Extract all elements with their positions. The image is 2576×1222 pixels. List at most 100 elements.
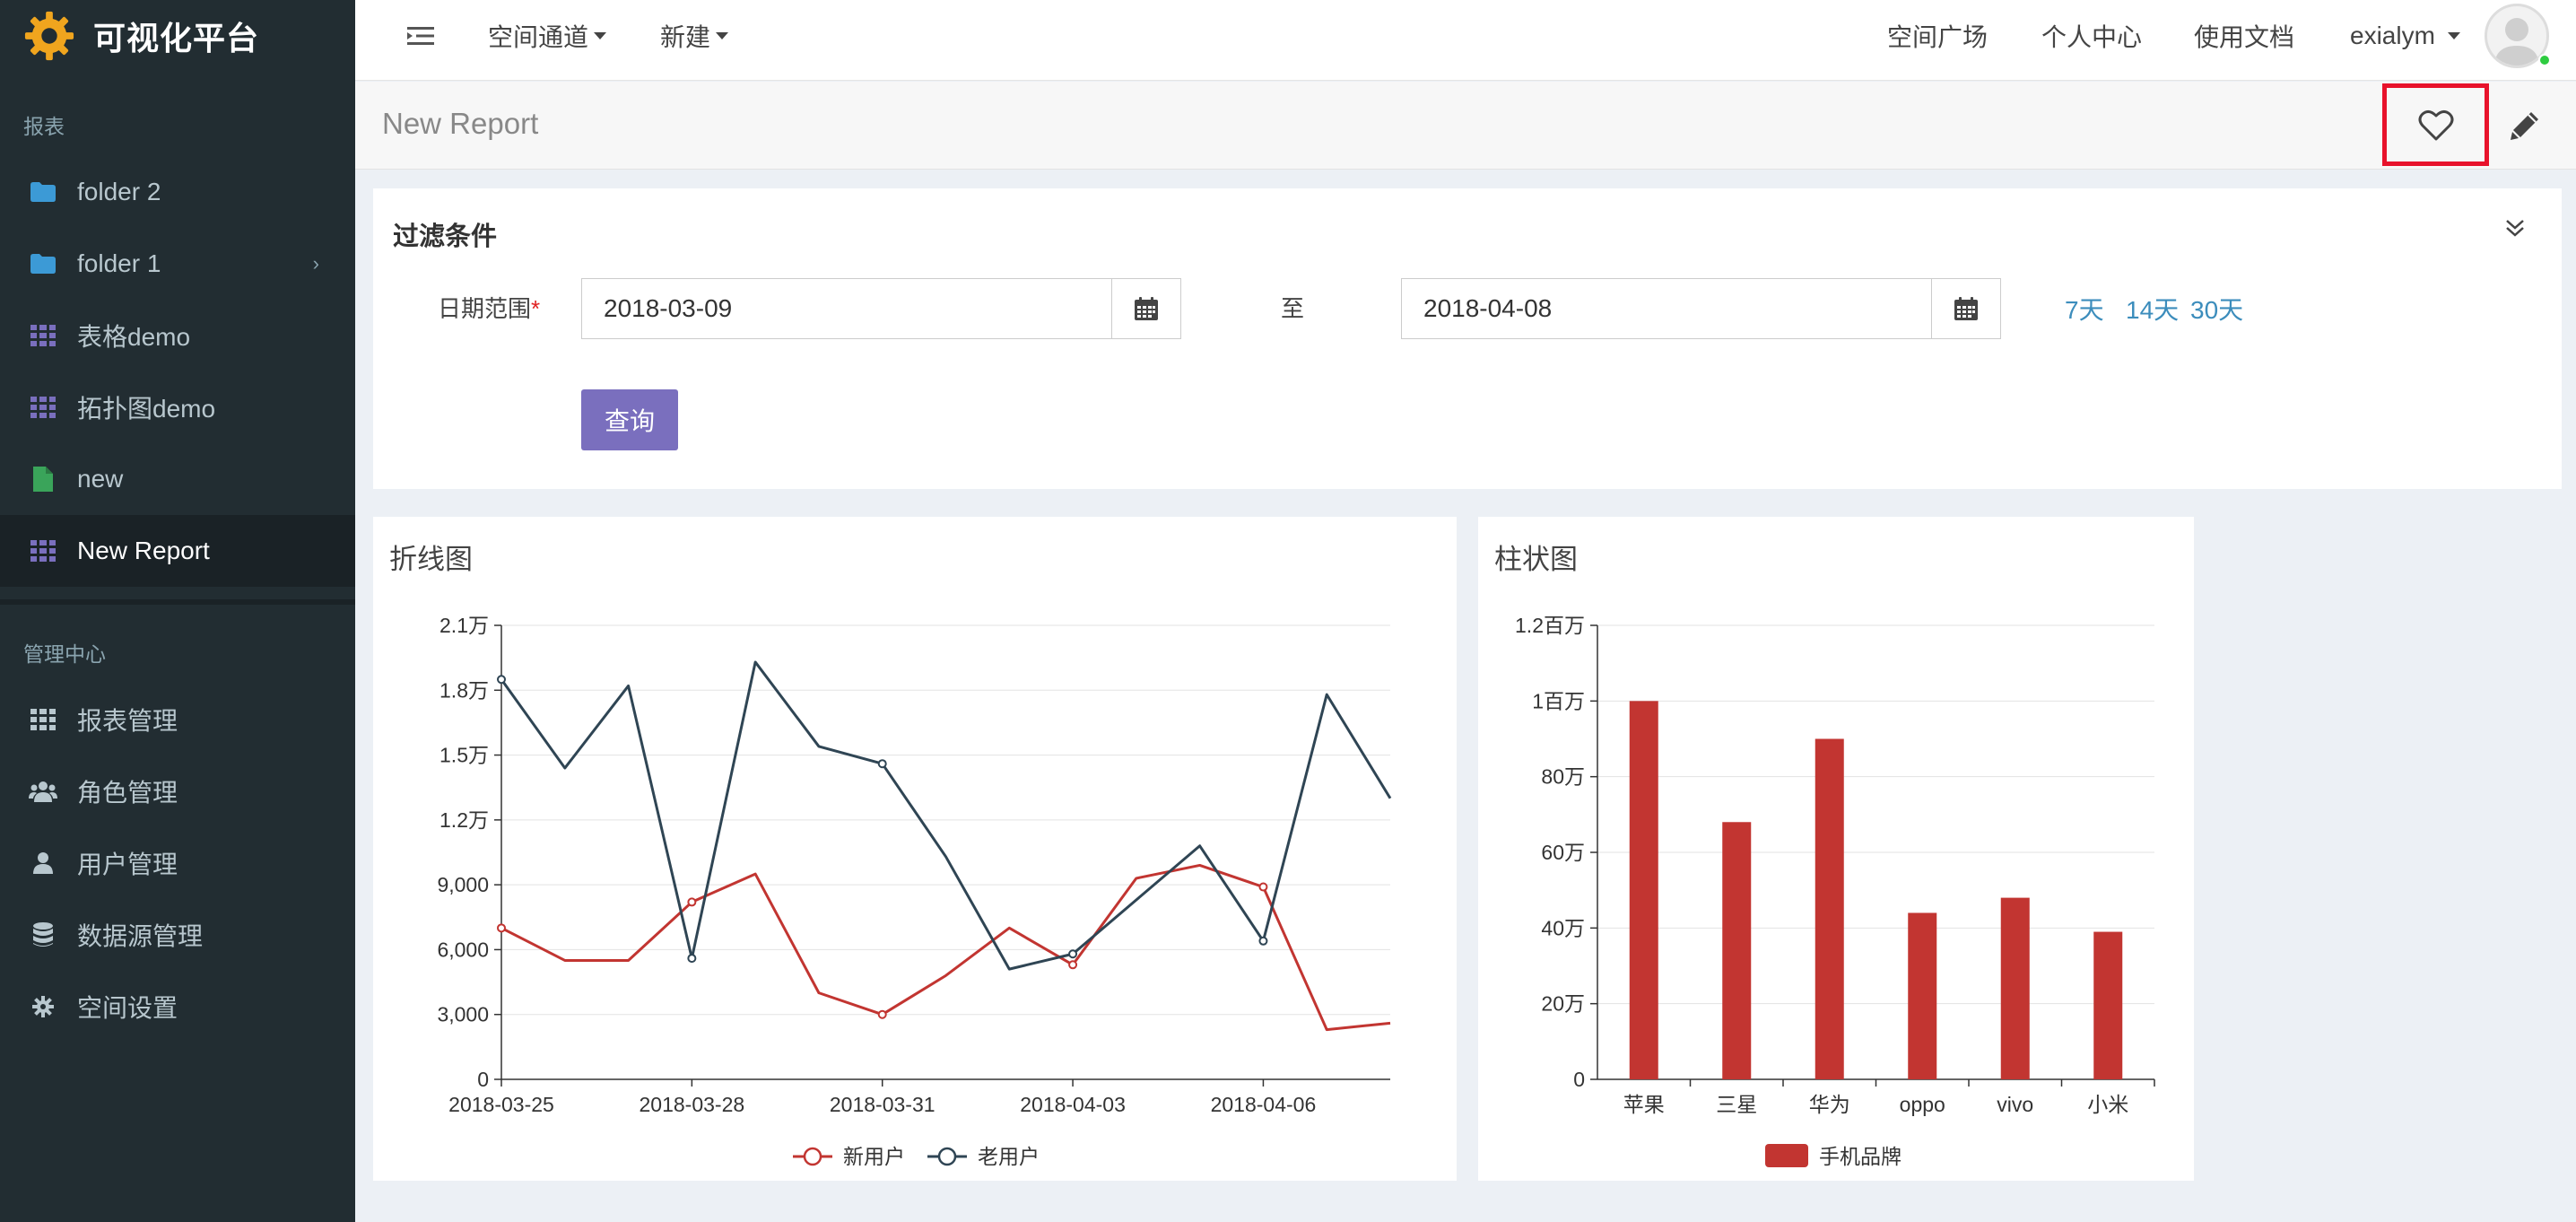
data-point: [877, 759, 887, 769]
grid-icon: [25, 709, 61, 730]
grid-icon: [25, 397, 61, 418]
y-tick-label: 1百万: [1532, 689, 1585, 712]
sidebar-item-topology-demo[interactable]: 拓扑图demo: [0, 371, 355, 443]
end-date-input[interactable]: 2018-04-08: [1401, 278, 1932, 339]
bar: [1722, 822, 1752, 1079]
filter-title: 过滤条件: [393, 223, 498, 251]
bar: [1815, 738, 1844, 1079]
bar-chart-panel: 柱状图 0 20万 40万 60万 80万 1百万 1.2百万 苹果 三星 华为 oppo vivo 小…: [1478, 517, 2194, 1181]
sidebar-item-folder-1[interactable]: folder 1 ›: [0, 228, 355, 300]
x-tick-label: 2018-03-25: [448, 1093, 554, 1116]
avatar[interactable]: [2485, 4, 2549, 68]
y-tick-label: 40万: [1541, 916, 1585, 939]
section-admin: 管理中心: [23, 642, 106, 666]
caret-down-icon: [2447, 32, 2460, 39]
quick-14-days-link[interactable]: 14天: [2126, 296, 2180, 324]
quick-30-days-link[interactable]: 30天: [2190, 296, 2244, 324]
nav-personal-center[interactable]: 个人中心: [2041, 23, 2143, 51]
double-chevron-down-icon: [2506, 220, 2524, 237]
menu-toggle-icon: [407, 27, 434, 45]
end-date-calendar-button[interactable]: [1931, 278, 2001, 339]
line-chart-panel: 折线图 0 3,000 6,000 9,000 1.2万 1.5万 1.8万 2.1万 2018…: [373, 517, 1457, 1181]
y-tick-label: 0: [477, 1068, 489, 1091]
data-point: [687, 954, 697, 964]
sidebar-item-label: New Report: [77, 537, 210, 564]
nav-space-square[interactable]: 空间广场: [1887, 23, 1989, 51]
start-date-calendar-button[interactable]: [1111, 278, 1181, 339]
sidebar-item-user-management[interactable]: 用户管理: [0, 827, 355, 899]
data-point: [497, 923, 506, 933]
quick-7-days-link[interactable]: 7天: [2065, 296, 2104, 324]
edit-button[interactable]: [2502, 99, 2547, 153]
sidebar-item-new-report[interactable]: New Report: [0, 515, 355, 587]
x-tick-label: 2018-03-31: [830, 1093, 936, 1116]
sidebar: 可视化平台 报表 folder 2 folder 1 › 表格demo 拓扑图d…: [0, 0, 355, 1222]
x-tick-label: 2018-04-03: [1020, 1093, 1126, 1116]
y-tick-label: 1.8万: [439, 678, 489, 702]
data-point: [877, 1009, 887, 1019]
user-menu[interactable]: exialym: [2350, 0, 2460, 72]
user-icon: [25, 852, 61, 874]
x-tick-label: 2018-04-06: [1211, 1093, 1317, 1116]
page-header-bar: New Report: [355, 82, 2576, 170]
favorite-button[interactable]: [2382, 83, 2489, 166]
online-status-dot: [2538, 54, 2551, 66]
y-tick-label: 1.2万: [439, 808, 489, 832]
to-label: 至: [1281, 295, 1305, 322]
page-title: New Report: [382, 107, 539, 140]
app-logo[interactable]: 可视化平台: [0, 0, 355, 72]
sidebar-item-space-settings[interactable]: 空间设置: [0, 971, 355, 1043]
sidebar-item-new[interactable]: new: [0, 443, 355, 515]
x-tick-label: vivo: [1997, 1093, 2033, 1116]
sidebar-item-datasource-management[interactable]: 数据源管理: [0, 899, 355, 971]
start-date-input[interactable]: 2018-03-09: [581, 278, 1112, 339]
x-tick-label: oppo: [1900, 1093, 1945, 1116]
sidebar-item-folder-2[interactable]: folder 2: [0, 156, 355, 228]
new-dropdown[interactable]: 新建: [660, 0, 729, 72]
y-tick-label: 60万: [1541, 841, 1585, 864]
data-point: [1258, 882, 1268, 892]
x-tick-label: 小米: [2087, 1093, 2128, 1116]
sidebar-item-label: 报表管理: [77, 707, 178, 735]
filter-panel: 过滤条件 日期范围* 2018-03-09 至 2018-04-08 7天 14…: [373, 188, 2562, 489]
sidebar-toggle-button[interactable]: [407, 0, 434, 72]
line-chart: 0 3,000 6,000 9,000 1.2万 1.5万 1.8万 2.1万 2018-03-…: [437, 614, 1392, 1168]
bar: [1629, 701, 1658, 1079]
legend-label: 手机品牌: [1819, 1145, 1902, 1168]
app-title: 可视化平台: [93, 20, 260, 57]
folder-icon: [25, 182, 61, 202]
user-avatar-icon: [2494, 18, 2539, 65]
caret-down-icon: [594, 32, 607, 39]
sidebar-item-label: 角色管理: [77, 779, 178, 807]
bar: [2000, 897, 2030, 1079]
sidebar-item-report-management[interactable]: 报表管理: [0, 684, 355, 755]
date-range-label: 日期范围*: [438, 291, 540, 324]
x-tick-label: 华为: [1809, 1093, 1850, 1116]
y-tick-label: 0: [1573, 1068, 1585, 1091]
series-line: [500, 863, 1391, 1032]
collapse-toggle-button[interactable]: [2504, 217, 2526, 243]
data-point: [1068, 960, 1078, 970]
bar: [1908, 912, 1937, 1079]
sidebar-item-role-management[interactable]: 角色管理: [0, 755, 355, 827]
bar-chart-panel-title: 柱状图: [1494, 544, 1578, 575]
y-tick-label: 80万: [1541, 765, 1585, 789]
required-mark: *: [531, 295, 541, 322]
file-icon: [25, 467, 61, 492]
legend-label: 新用户: [843, 1145, 905, 1168]
bar: [2093, 931, 2123, 1079]
nav-docs[interactable]: 使用文档: [2194, 23, 2295, 51]
legend-marker: [803, 1147, 822, 1166]
sidebar-item-label: 拓扑图demo: [77, 395, 216, 423]
y-tick-label: 1.2百万: [1515, 614, 1585, 637]
sidebar-divider: [0, 599, 355, 605]
sidebar-item-label: folder 1: [77, 249, 161, 277]
y-tick-label: 6,000: [437, 938, 489, 961]
space-channel-dropdown[interactable]: 空间通道: [488, 0, 607, 72]
sidebar-item-table-demo[interactable]: 表格demo: [0, 300, 355, 371]
query-button[interactable]: 查询: [581, 389, 678, 450]
sidebar-item-label: 空间设置: [77, 994, 178, 1022]
data-point: [687, 897, 697, 907]
y-tick-label: 20万: [1541, 992, 1585, 1016]
